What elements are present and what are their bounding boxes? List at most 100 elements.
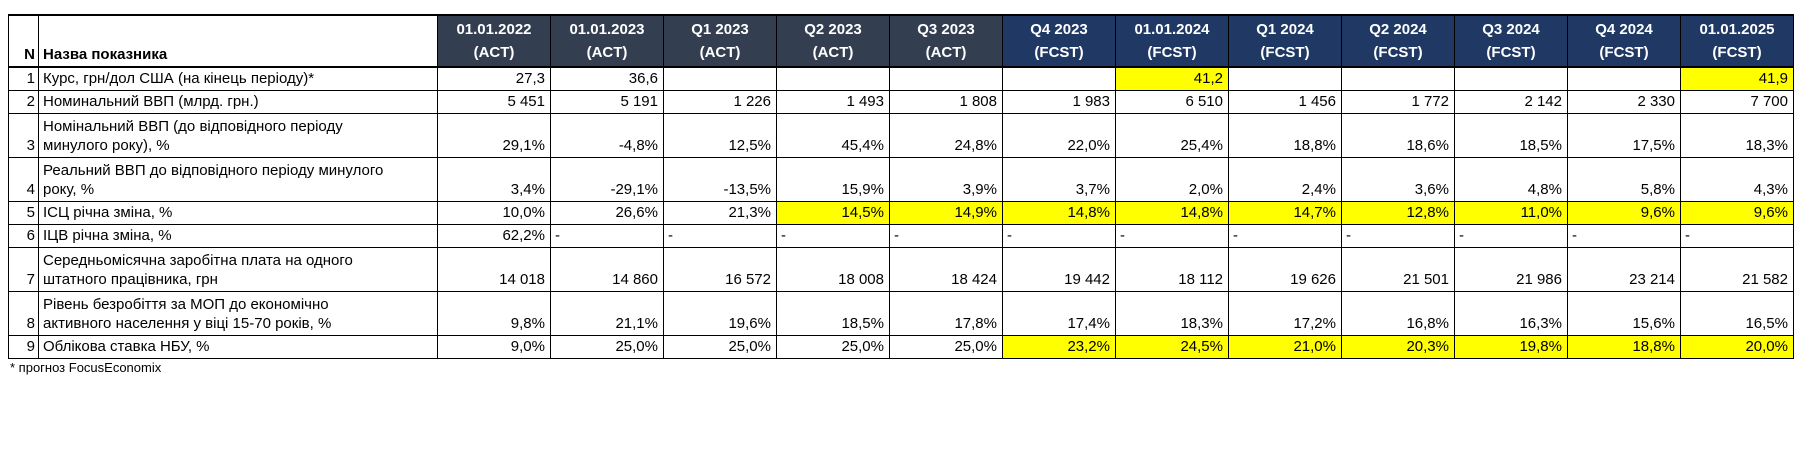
value-cell[interactable]: 25,0% xyxy=(889,335,1003,359)
value-cell[interactable]: 17,4% xyxy=(1002,291,1116,336)
value-cell[interactable]: 10,0% xyxy=(437,201,551,225)
row-number-cell[interactable]: 1 xyxy=(8,66,39,91)
value-cell[interactable]: 18,3% xyxy=(1680,113,1794,158)
value-cell[interactable]: 25,0% xyxy=(776,335,890,359)
value-cell[interactable]: 36,6 xyxy=(550,66,664,91)
value-cell[interactable]: 18,3% xyxy=(1115,291,1229,336)
value-cell[interactable]: 9,8% xyxy=(437,291,551,336)
value-cell[interactable]: 9,6% xyxy=(1567,201,1681,225)
value-cell[interactable]: 4,3% xyxy=(1680,157,1794,202)
value-cell[interactable]: 26,6% xyxy=(550,201,664,225)
value-cell[interactable]: 21,1% xyxy=(550,291,664,336)
value-cell[interactable]: 23,2% xyxy=(1002,335,1116,359)
value-cell[interactable]: 24,8% xyxy=(889,113,1003,158)
value-cell[interactable] xyxy=(1341,66,1455,91)
value-cell[interactable]: - xyxy=(550,224,664,248)
value-cell[interactable]: 41,2 xyxy=(1115,66,1229,91)
column-header-01-01-2022[interactable]: 01.01.2022 (ACT) xyxy=(437,14,551,68)
value-cell[interactable]: - xyxy=(1115,224,1229,248)
value-cell[interactable]: 45,4% xyxy=(776,113,890,158)
indicator-name-cell[interactable]: Номинальний ВВП (млрд. грн.) xyxy=(38,90,438,114)
indicator-name-cell[interactable]: Рівень безробіття за МОП до економічно а… xyxy=(38,291,438,336)
value-cell[interactable] xyxy=(1002,66,1116,91)
value-cell[interactable]: -13,5% xyxy=(663,157,777,202)
value-cell[interactable]: 3,7% xyxy=(1002,157,1116,202)
value-cell[interactable]: - xyxy=(1567,224,1681,248)
value-cell[interactable]: 29,1% xyxy=(437,113,551,158)
value-cell[interactable]: 2,4% xyxy=(1228,157,1342,202)
value-cell[interactable]: 27,3 xyxy=(437,66,551,91)
value-cell[interactable]: 5 451 xyxy=(437,90,551,114)
value-cell[interactable]: 41,9 xyxy=(1680,66,1794,91)
column-header-q2-2024[interactable]: Q2 2024 (FCST) xyxy=(1341,14,1455,68)
value-cell[interactable]: 19 442 xyxy=(1002,247,1116,292)
value-cell[interactable]: 12,8% xyxy=(1341,201,1455,225)
value-cell[interactable]: 6 510 xyxy=(1115,90,1229,114)
value-cell[interactable]: 1 226 xyxy=(663,90,777,114)
value-cell[interactable]: 18,5% xyxy=(1454,113,1568,158)
value-cell[interactable]: 19 626 xyxy=(1228,247,1342,292)
value-cell[interactable]: 14,5% xyxy=(776,201,890,225)
column-header-q4-2024[interactable]: Q4 2024 (FCST) xyxy=(1567,14,1681,68)
value-cell[interactable]: 21,3% xyxy=(663,201,777,225)
column-header-q2-2023[interactable]: Q2 2023 (ACT) xyxy=(776,14,890,68)
value-cell[interactable]: 21,0% xyxy=(1228,335,1342,359)
row-number-cell[interactable]: 8 xyxy=(8,291,39,336)
value-cell[interactable]: 24,5% xyxy=(1115,335,1229,359)
value-cell[interactable]: 23 214 xyxy=(1567,247,1681,292)
value-cell[interactable]: 17,5% xyxy=(1567,113,1681,158)
value-cell[interactable]: 21 582 xyxy=(1680,247,1794,292)
value-cell[interactable]: 2,0% xyxy=(1115,157,1229,202)
value-cell[interactable]: 1 456 xyxy=(1228,90,1342,114)
value-cell[interactable]: 1 493 xyxy=(776,90,890,114)
value-cell[interactable]: 25,0% xyxy=(663,335,777,359)
value-cell[interactable]: 14,8% xyxy=(1002,201,1116,225)
column-header-q1-2024[interactable]: Q1 2024 (FCST) xyxy=(1228,14,1342,68)
value-cell[interactable]: 21 986 xyxy=(1454,247,1568,292)
value-cell[interactable]: 2 142 xyxy=(1454,90,1568,114)
value-cell[interactable]: -29,1% xyxy=(550,157,664,202)
value-cell[interactable]: 9,6% xyxy=(1680,201,1794,225)
value-cell[interactable]: 18 424 xyxy=(889,247,1003,292)
value-cell[interactable]: 7 700 xyxy=(1680,90,1794,114)
value-cell[interactable]: 19,6% xyxy=(663,291,777,336)
value-cell[interactable]: 18,5% xyxy=(776,291,890,336)
value-cell[interactable]: 14,9% xyxy=(889,201,1003,225)
row-number-cell[interactable]: 9 xyxy=(8,335,39,359)
value-cell[interactable]: 14,8% xyxy=(1115,201,1229,225)
value-cell[interactable]: 5,8% xyxy=(1567,157,1681,202)
row-number-cell[interactable]: 3 xyxy=(8,113,39,158)
value-cell[interactable]: 1 983 xyxy=(1002,90,1116,114)
value-cell[interactable]: - xyxy=(1228,224,1342,248)
value-cell[interactable]: 18 112 xyxy=(1115,247,1229,292)
value-cell[interactable]: 1 808 xyxy=(889,90,1003,114)
indicator-name-cell[interactable]: Реальний ВВП до відповідного періоду мин… xyxy=(38,157,438,202)
value-cell[interactable] xyxy=(1567,66,1681,91)
value-cell[interactable]: - xyxy=(663,224,777,248)
column-header-q4-2023[interactable]: Q4 2023 (FCST) xyxy=(1002,14,1116,68)
value-cell[interactable]: 11,0% xyxy=(1454,201,1568,225)
row-number-cell[interactable]: 7 xyxy=(8,247,39,292)
value-cell[interactable]: 3,6% xyxy=(1341,157,1455,202)
value-cell[interactable]: 14,7% xyxy=(1228,201,1342,225)
value-cell[interactable]: 18,8% xyxy=(1228,113,1342,158)
indicator-name-cell[interactable]: ІЦВ річна зміна, % xyxy=(38,224,438,248)
value-cell[interactable]: 18,8% xyxy=(1567,335,1681,359)
row-number-cell[interactable]: 4 xyxy=(8,157,39,202)
value-cell[interactable]: 22,0% xyxy=(1002,113,1116,158)
value-cell[interactable]: - xyxy=(1341,224,1455,248)
column-header-01-01-2023[interactable]: 01.01.2023 (ACT) xyxy=(550,14,664,68)
value-cell[interactable]: 3,9% xyxy=(889,157,1003,202)
value-cell[interactable]: - xyxy=(889,224,1003,248)
value-cell[interactable]: 25,4% xyxy=(1115,113,1229,158)
value-cell[interactable]: 9,0% xyxy=(437,335,551,359)
value-cell[interactable]: 2 330 xyxy=(1567,90,1681,114)
value-cell[interactable]: 17,2% xyxy=(1228,291,1342,336)
value-cell[interactable]: 1 772 xyxy=(1341,90,1455,114)
value-cell[interactable] xyxy=(1228,66,1342,91)
value-cell[interactable]: -4,8% xyxy=(550,113,664,158)
value-cell[interactable]: 25,0% xyxy=(550,335,664,359)
column-header-01-01-2025[interactable]: 01.01.2025 (FCST) xyxy=(1680,14,1794,68)
column-header-01-01-2024[interactable]: 01.01.2024 (FCST) xyxy=(1115,14,1229,68)
value-cell[interactable]: - xyxy=(1680,224,1794,248)
